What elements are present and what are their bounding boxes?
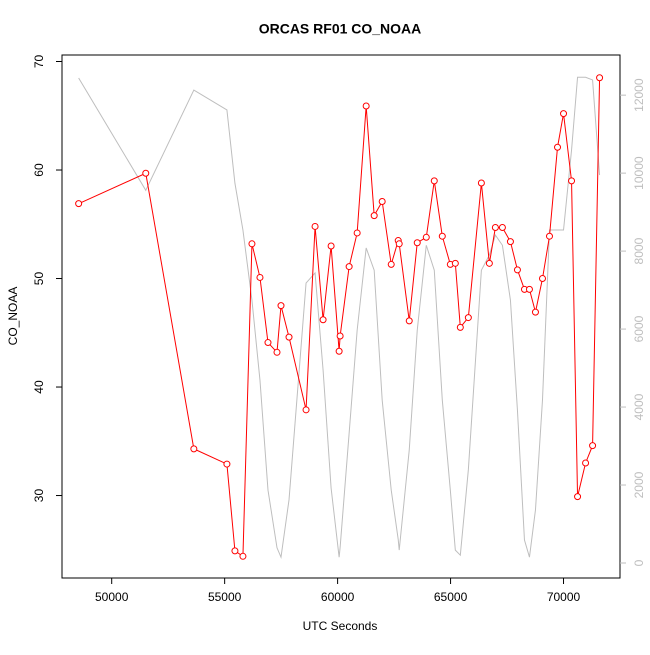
point — [302, 406, 310, 414]
point — [596, 74, 604, 82]
point — [525, 285, 533, 293]
point — [560, 110, 568, 118]
point — [456, 323, 464, 331]
point — [531, 308, 539, 316]
x-tick-label: 60000 — [321, 590, 355, 604]
point — [336, 332, 344, 340]
point — [498, 224, 506, 232]
point — [142, 169, 150, 177]
point — [387, 260, 395, 268]
point — [370, 212, 378, 220]
x-tick-label: 50000 — [95, 590, 129, 604]
y2-tick-label: 6000 — [632, 315, 646, 342]
point — [378, 197, 386, 205]
point — [413, 239, 421, 247]
point — [582, 459, 590, 467]
point — [491, 224, 499, 232]
point — [239, 552, 247, 560]
point — [319, 316, 327, 324]
point — [405, 317, 413, 325]
point — [327, 242, 335, 250]
y-tick-label: 50 — [32, 272, 46, 286]
point — [422, 233, 430, 241]
point — [438, 232, 446, 240]
point — [264, 339, 272, 347]
plot-frame — [61, 54, 621, 579]
y2-tick-label: 4000 — [632, 393, 646, 420]
x-tick-label: 55000 — [208, 590, 242, 604]
point — [451, 259, 459, 267]
point — [485, 259, 493, 267]
point — [506, 238, 514, 246]
point — [353, 229, 361, 237]
point — [589, 442, 597, 450]
point — [223, 460, 231, 468]
point — [430, 177, 438, 185]
point — [554, 143, 562, 151]
point — [256, 273, 264, 281]
x-tick-label: 70000 — [547, 590, 581, 604]
y-tick-label: 70 — [32, 55, 46, 69]
y2-tick-label: 0 — [632, 559, 646, 566]
point — [568, 177, 576, 185]
point — [335, 347, 343, 355]
y2-tick-label: 8000 — [632, 237, 646, 264]
y-tick-label: 60 — [32, 163, 46, 177]
point — [477, 179, 485, 187]
point — [231, 547, 239, 555]
x-axis-label: UTC Seconds — [303, 619, 378, 633]
point — [285, 333, 293, 341]
y2-tick-label: 12000 — [632, 78, 646, 112]
point — [75, 200, 83, 208]
x-tick-label: 65000 — [434, 590, 468, 604]
point — [273, 348, 281, 356]
y-tick-label: 40 — [32, 380, 46, 394]
point — [545, 232, 553, 240]
y2-tick-label: 10000 — [632, 156, 646, 190]
point — [345, 263, 353, 271]
point — [574, 493, 582, 501]
y2-tick-label: 2000 — [632, 471, 646, 498]
point — [190, 445, 198, 453]
point — [464, 314, 472, 322]
point — [513, 266, 521, 274]
y-axis-label: CO_NOAA — [6, 287, 20, 346]
point — [395, 240, 403, 248]
point — [248, 240, 256, 248]
point — [277, 302, 285, 310]
series-line — [78, 76, 601, 559]
chart-title: ORCAS RF01 CO_NOAA — [259, 21, 422, 37]
point — [311, 222, 319, 230]
y-tick-label: 30 — [32, 489, 46, 503]
point — [538, 275, 546, 283]
point — [362, 102, 370, 110]
